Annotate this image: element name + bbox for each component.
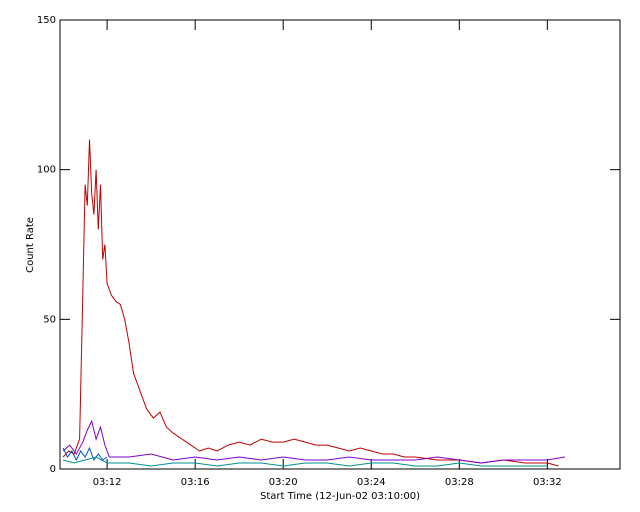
x-tick-label: 03:16: [181, 477, 210, 488]
data-line: [62, 446, 108, 462]
y-axis-label: Count Rate: [25, 217, 36, 273]
x-tick-label: 03:32: [533, 477, 562, 488]
plot-frame: [59, 19, 621, 470]
x-tick-label: 03:20: [269, 477, 298, 488]
x-tick-label: 03:24: [357, 477, 386, 488]
data-line: [62, 456, 548, 467]
data-line: [62, 419, 566, 464]
y-tick-label: 150: [37, 15, 56, 26]
y-tick-label: 100: [37, 165, 56, 176]
x-tick-label: 03:28: [445, 477, 474, 488]
y-tick-label: 50: [43, 314, 56, 325]
data-line: [62, 139, 559, 467]
x-tick-label: 03:12: [93, 477, 122, 488]
y-tick-label: 0: [50, 464, 56, 475]
x-axis-label: Start Time (12-Jun-02 03:10:00): [260, 491, 420, 502]
